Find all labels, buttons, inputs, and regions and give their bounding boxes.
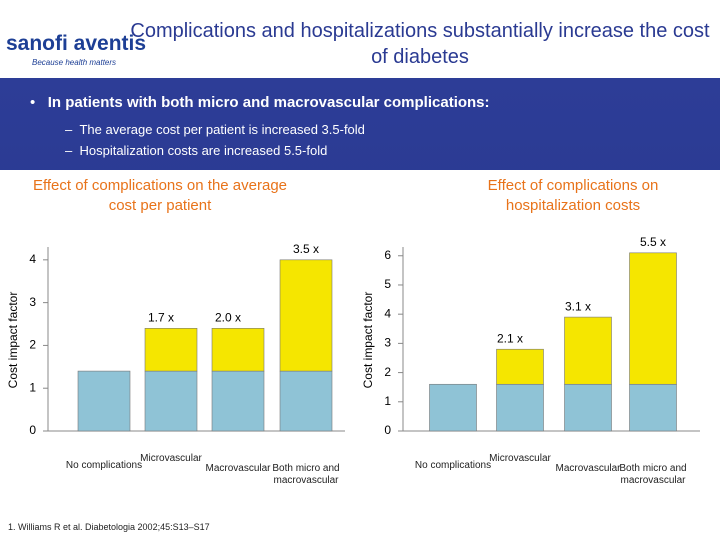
bar-segment (211, 370, 265, 432)
y-tick-label: 0 (384, 423, 391, 437)
y-tick-label: 4 (29, 252, 36, 266)
bar-segment (211, 328, 265, 372)
x-tick-label: No complications (414, 460, 492, 471)
y-tick-label: 4 (384, 306, 391, 320)
bar-segment (144, 370, 198, 432)
x-tick-label: Microvascular (140, 453, 202, 464)
chart-title: Effect of complications on the average c… (32, 177, 288, 214)
x-tick-label: Both micro and macrovascular (272, 463, 340, 486)
bar-segment (564, 316, 612, 385)
sub-bullet: – The average cost per patient is increa… (65, 122, 365, 137)
y-tick-label: 0 (29, 423, 36, 437)
bar-segment (429, 383, 477, 432)
bar-segment (629, 252, 677, 385)
y-axis-label: Cost impact factor (361, 292, 375, 389)
x-tick-label: No complications (65, 460, 143, 471)
bar-segment (77, 370, 131, 432)
chart-title: Effect of complications on hospitalizati… (487, 177, 659, 214)
x-tick-label: Macrovascular (205, 463, 271, 474)
y-tick-label: 3 (384, 336, 391, 350)
bar-segment (496, 348, 544, 385)
y-tick-label: 2 (29, 338, 36, 352)
bar-label: 1.7 x (148, 310, 174, 324)
bar-label: 5.5 x (640, 235, 666, 249)
bar-label: 3.5 x (293, 242, 319, 256)
bar-label: 3.1 x (565, 299, 591, 313)
y-tick-label: 5 (384, 277, 391, 291)
sub-text: Hospitalization costs are increased 5.5-… (79, 143, 328, 158)
bar-segment (279, 259, 333, 372)
y-axis-label: Cost impact factor (6, 292, 20, 389)
bar-label: 2.0 x (215, 310, 241, 324)
bar-label: 2.1 x (497, 331, 523, 345)
title: Complications and hospitalizations subst… (130, 20, 710, 68)
bar-segment (629, 383, 677, 432)
footnote: 1. Williams R et al. Diabetologia 2002;4… (8, 522, 210, 532)
bullet: • In patients with both micro and macrov… (30, 94, 490, 111)
x-tick-label: Macrovascular (555, 463, 621, 474)
x-tick-label: Both micro and macrovascular (619, 463, 687, 486)
tagline: Because health matters (32, 58, 117, 67)
logo: sanofi aventis (6, 32, 147, 55)
y-tick-label: 2 (384, 365, 391, 379)
chart-svg: Cost impact factor 0 1 2 3 4 1.7 x 2.0 x 3.5 x Co… (6, 235, 700, 437)
charts: Cost impact factor 0 1 2 3 4 1.7 x 2.0 x 3.5 x Co… (0, 170, 720, 540)
sub-bullet: – Hospitalization costs are increased 5.… (65, 143, 328, 158)
sub-text: The average cost per patient is increase… (79, 122, 365, 137)
y-tick-label: 6 (384, 248, 391, 262)
y-tick-label: 1 (29, 380, 36, 394)
bar-segment (144, 328, 198, 372)
y-tick-label: 3 (29, 295, 36, 309)
bar-segment (496, 383, 544, 432)
header: sanofi aventis Because health matters Co… (0, 0, 720, 78)
y-tick-label: 1 (384, 394, 391, 408)
bar-segment (564, 383, 612, 432)
bar-segment (279, 370, 333, 432)
x-tick-label: Microvascular (489, 453, 551, 464)
bullet-text: In patients with both micro and macrovas… (47, 94, 490, 111)
